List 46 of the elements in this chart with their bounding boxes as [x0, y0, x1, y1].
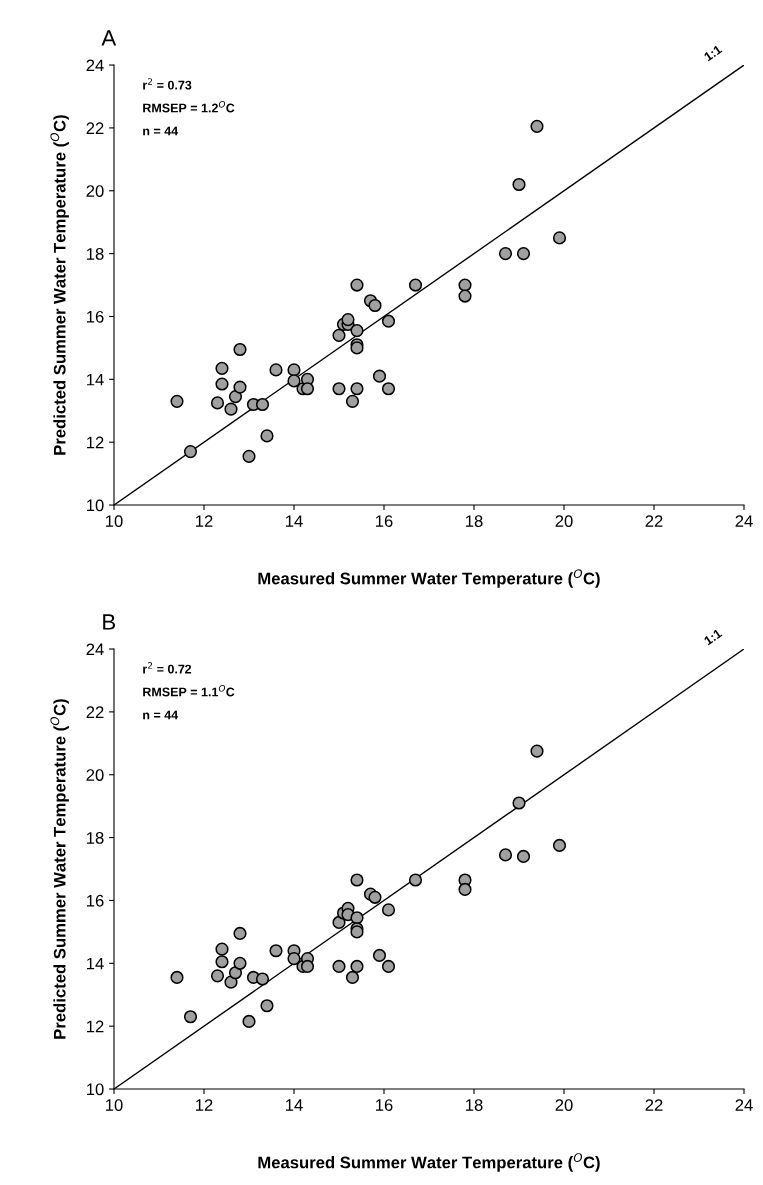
annotation: RMSEP = 1.1$^{O}$C [143, 684, 235, 697]
x-tick-label: 18 [466, 1099, 483, 1111]
x-axis-title: Measured Summer Water Temperature ($^{O}$C) [258, 569, 600, 588]
annotation: r$^{2}$ = 0.73 [143, 78, 192, 90]
x-tick-label: 22 [645, 1099, 663, 1111]
y-axis-title: Predicted Summer Water Temperature ($^{O}$C) [50, 699, 69, 1039]
y-tick-label: 16 [87, 894, 104, 907]
y-tick-label: 20 [86, 769, 104, 781]
x-tick-label: 20 [555, 1099, 573, 1111]
annotation: r$^{2}$ = 0.72 [143, 662, 192, 674]
y-tick-label: 22 [86, 122, 104, 134]
x-tick-label: 12 [196, 1099, 213, 1111]
x-tick-label: 10 [105, 1099, 123, 1111]
y-tick-label: 18 [87, 248, 104, 260]
annotation: RMSEP = 1.2$^{O}$C [143, 101, 235, 113]
x-tick-label: 10 [105, 515, 123, 528]
x-axis-title: Measured Summer Water Temperature ($^{O}$C) [258, 1153, 600, 1172]
y-tick-label: 14 [87, 373, 104, 386]
annotation: n = 44 [143, 126, 179, 136]
chart-title: B [103, 614, 116, 630]
y-tick-label: 12 [87, 1020, 104, 1033]
y-tick-label: 24 [86, 643, 104, 656]
chart-title: A [101, 30, 117, 46]
text: 1:1 [703, 44, 723, 62]
y-axis-title: Predicted Summer Water Temperature ($^{O}$C) [50, 115, 69, 455]
y-tick-label: 10 [87, 1083, 104, 1096]
y-tick-label: 22 [86, 706, 104, 718]
x-tick-label: 18 [466, 515, 483, 528]
text: 1:1 [703, 628, 723, 646]
y-tick-label: 20 [86, 185, 104, 197]
annotation: n = 44 [143, 710, 179, 720]
x-tick-label: 22 [645, 515, 663, 527]
y-tick-label: 12 [87, 436, 104, 449]
y-tick-label: 16 [87, 310, 104, 323]
y-tick-label: 24 [86, 59, 104, 72]
y-tick-label: 14 [87, 957, 104, 970]
x-tick-label: 14 [286, 1099, 303, 1111]
x-tick-label: 16 [376, 515, 393, 528]
x-tick-label: 12 [196, 515, 213, 527]
x-tick-label: 16 [376, 1099, 393, 1111]
x-tick-label: 14 [286, 515, 303, 527]
x-tick-label: 24 [735, 515, 753, 527]
x-tick-label: 24 [735, 1099, 753, 1111]
y-tick-label: 10 [87, 499, 104, 512]
x-tick-label: 20 [555, 515, 573, 528]
y-tick-label: 18 [87, 831, 104, 844]
